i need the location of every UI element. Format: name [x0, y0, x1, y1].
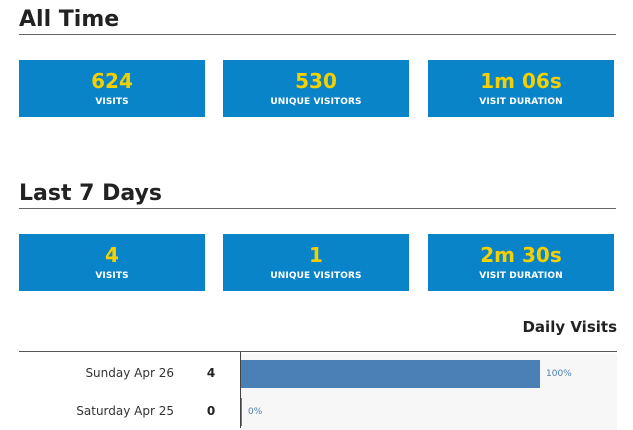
all-time-visits-card: 624 VISITS — [19, 60, 205, 117]
all-time-unique-visitors-card: 530 UNIQUE VISITORS — [223, 60, 409, 117]
daily-visits-table: Sunday Apr 26 4 100% Saturday Apr 25 0 0… — [19, 351, 617, 430]
visit-bar — [240, 398, 242, 426]
day-label: Saturday Apr 25 — [76, 404, 174, 418]
visit-count: 0 — [206, 404, 216, 418]
stat-label: UNIQUE VISITORS — [270, 271, 362, 281]
last-7-days-stats: 4 VISITS 1 UNIQUE VISITORS 2m 30s VISIT … — [19, 234, 618, 291]
visit-bar — [240, 360, 540, 388]
daily-visits-row: Sunday Apr 26 4 100% — [19, 354, 617, 392]
last-7-days-divider — [19, 208, 616, 209]
daily-visits-row: Saturday Apr 25 0 0% — [19, 392, 617, 430]
last-7-days-visits-card: 4 VISITS — [19, 234, 205, 291]
bar-track: 0% — [240, 392, 617, 430]
stat-label: VISITS — [95, 271, 129, 281]
stat-label: VISITS — [95, 97, 129, 107]
percent-label: 0% — [248, 407, 263, 417]
stat-label: VISIT DURATION — [479, 97, 563, 107]
last-7-days-visit-duration-card: 2m 30s VISIT DURATION — [428, 234, 614, 291]
stat-value: 2m 30s — [480, 243, 562, 267]
stat-label: UNIQUE VISITORS — [270, 97, 362, 107]
last-7-days-unique-visitors-card: 1 UNIQUE VISITORS — [223, 234, 409, 291]
all-time-visit-duration-card: 1m 06s VISIT DURATION — [428, 60, 614, 117]
all-time-title: All Time — [19, 7, 120, 32]
stat-value: 1m 06s — [480, 69, 562, 93]
bar-track: 100% — [240, 354, 617, 392]
stat-value: 1 — [309, 243, 323, 267]
stat-label: VISIT DURATION — [479, 271, 563, 281]
last-7-days-title: Last 7 Days — [19, 181, 162, 206]
percent-label: 100% — [546, 369, 572, 379]
stat-value: 624 — [91, 69, 133, 93]
stat-value: 530 — [295, 69, 337, 93]
visit-count: 4 — [206, 366, 216, 380]
daily-visits-title: Daily Visits — [522, 318, 617, 336]
all-time-divider — [19, 34, 616, 35]
all-time-stats: 624 VISITS 530 UNIQUE VISITORS 1m 06s VI… — [19, 60, 618, 117]
stat-value: 4 — [105, 243, 119, 267]
day-label: Sunday Apr 26 — [85, 366, 174, 380]
chart-axis — [240, 352, 241, 428]
